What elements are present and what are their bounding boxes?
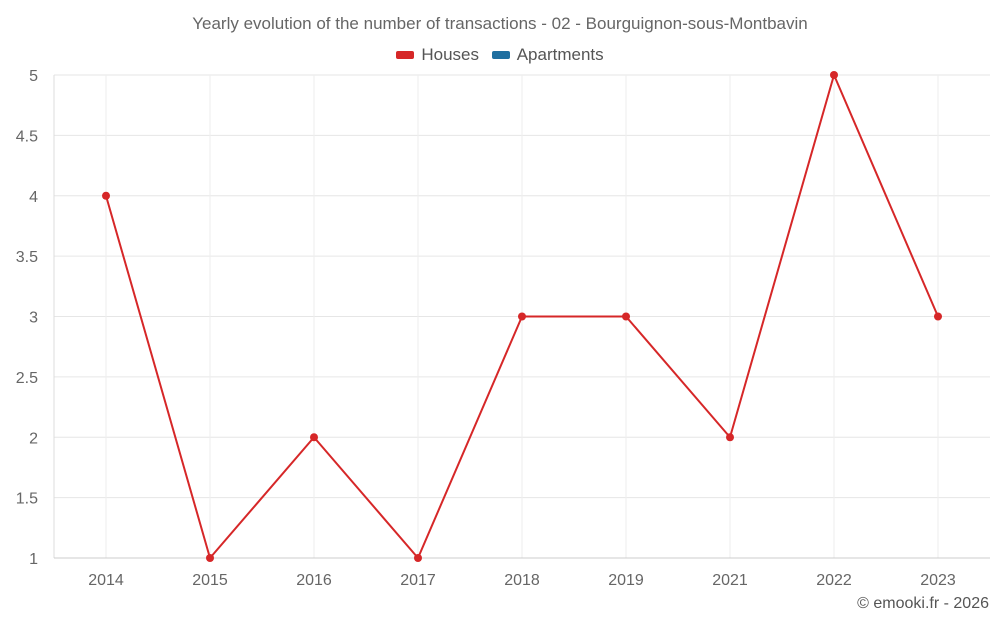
legend-item-houses[interactable]: Houses [396, 45, 479, 65]
credit-text: © emooki.fr - 2026 [857, 595, 989, 612]
chart-title: Yearly evolution of the number of transa… [192, 14, 808, 33]
y-tick-label: 1.5 [16, 491, 38, 508]
x-tick-label: 2021 [712, 572, 748, 589]
x-tick-label: 2019 [608, 572, 644, 589]
data-point-houses [414, 554, 422, 562]
y-tick-label: 2 [29, 430, 38, 447]
data-point-houses [622, 312, 630, 321]
data-point-houses [726, 433, 734, 442]
y-tick-label: 2.5 [16, 370, 38, 387]
x-tick-label: 2016 [296, 572, 332, 589]
legend-swatch-houses [396, 51, 415, 59]
y-tick-label: 4.5 [16, 128, 38, 145]
x-tick-label: 2017 [400, 572, 436, 589]
legend-item-apartments[interactable]: Apartments [491, 45, 604, 65]
y-tick-label: 5 [29, 68, 38, 85]
y-tick-label: 1 [29, 551, 38, 568]
x-tick-label: 2023 [920, 572, 956, 589]
y-tick-label: 4 [29, 189, 38, 206]
data-point-houses [102, 191, 110, 200]
data-point-houses [310, 433, 318, 442]
legend-label-apartments: Apartments [516, 45, 604, 64]
data-point-houses [830, 71, 838, 79]
y-tick-label: 3.5 [16, 249, 38, 266]
y-tick-label: 3 [29, 310, 38, 327]
x-tick-label: 2018 [504, 572, 540, 589]
legend-swatch-apartments [491, 51, 510, 59]
x-tick-label: 2014 [88, 572, 124, 589]
x-tick-label: 2022 [816, 572, 852, 589]
legend-label-houses: Houses [421, 45, 479, 64]
legend: Houses Apartments [0, 44, 1000, 65]
x-tick-label: 2015 [192, 572, 228, 589]
data-point-houses [934, 312, 942, 321]
data-point-houses [518, 312, 526, 321]
data-point-houses [206, 554, 214, 562]
